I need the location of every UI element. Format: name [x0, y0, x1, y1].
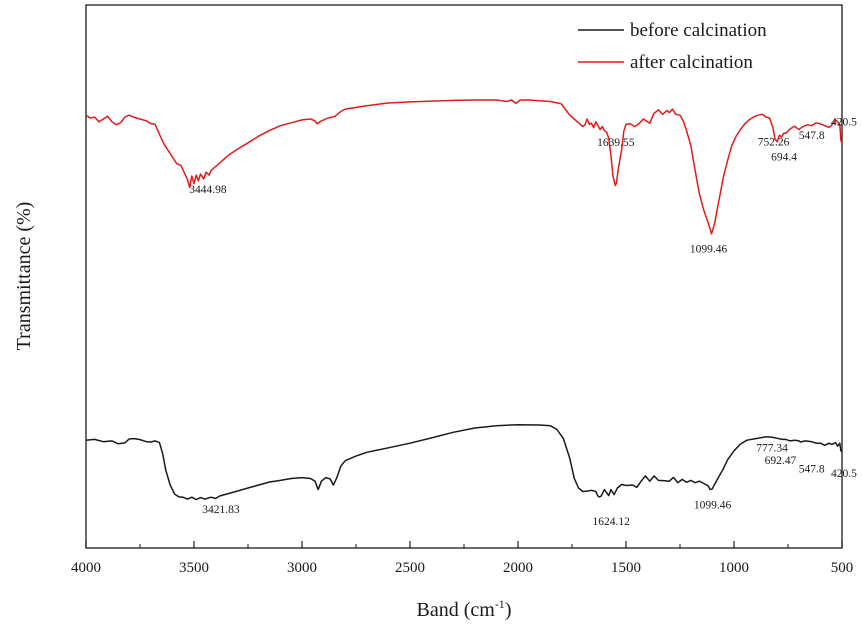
x-tick-label-4000: 4000 [71, 560, 101, 576]
series-layer [85, 99, 843, 501]
peak-label: 547.8 [799, 463, 825, 475]
x-tick-label-500: 500 [831, 560, 854, 576]
peak-label: 1639.55 [597, 137, 635, 149]
peak-label: 1099.46 [694, 500, 732, 512]
x-tick-label-3500: 3500 [179, 560, 209, 576]
peak-label: 777.34 [756, 442, 788, 454]
x-axis-ticks: 4000 3500 3000 2500 2000 1500 1000 500 [71, 541, 853, 576]
x-tick-label-2000: 2000 [503, 560, 533, 576]
x-tick-label-2500: 2500 [395, 560, 425, 576]
x-tick-label-1000: 1000 [719, 560, 749, 576]
x-axis-title: Band (cm-1) [417, 597, 512, 621]
legend-label-before-calcination: before calcination [630, 20, 767, 41]
peak-label: 1099.46 [690, 244, 728, 256]
series-line-after-calcination [85, 99, 843, 235]
x-tick-label-3000: 3000 [287, 560, 317, 576]
peak-label: 752.26 [758, 136, 790, 148]
legend-label-after-calcination: after calcination [630, 52, 753, 73]
peak-label: 692.47 [765, 455, 797, 467]
x-tick-label-1500: 1500 [611, 560, 641, 576]
peak-label: 547.8 [799, 130, 825, 142]
series-line-before-calcination [85, 423, 843, 501]
plot-frame [85, 4, 843, 549]
legend: before calcination after calcination [578, 20, 767, 73]
peak-label: 420.5 [831, 468, 857, 480]
peak-annotations: 3444.981639.551099.46752.26694.4547.8420… [189, 116, 857, 528]
y-axis-title: Transmittance (%) [13, 202, 35, 351]
peak-label: 420.5 [831, 116, 857, 128]
peak-label: 3421.83 [202, 504, 240, 516]
peak-label: 694.4 [771, 152, 797, 164]
peak-label: 3444.98 [189, 184, 227, 196]
peak-label: 1624.12 [593, 516, 631, 528]
